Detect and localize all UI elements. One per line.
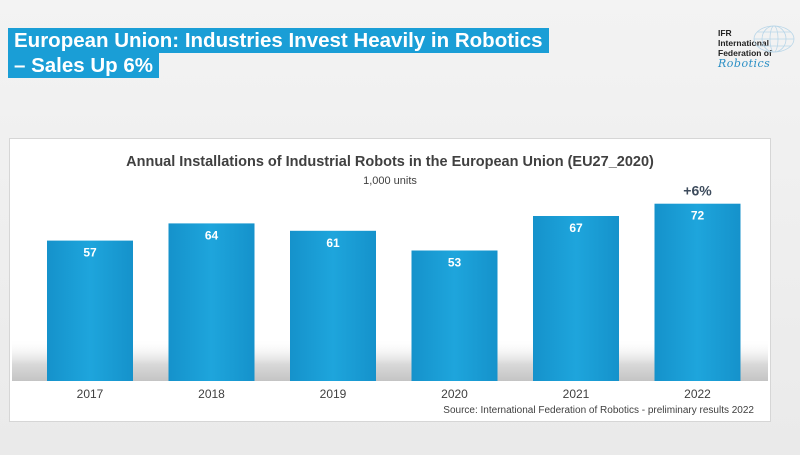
logo-line-federation: Federation of <box>718 48 772 58</box>
slide-title: European Union: Industries Invest Heavil… <box>8 28 549 78</box>
bar-2021 <box>533 216 619 381</box>
chart-panel: Annual Installations of Industrial Robot… <box>9 138 771 422</box>
slide-title-line-2: – Sales Up 6% <box>8 53 160 78</box>
chart-floor <box>12 339 768 381</box>
logo-line-international: International <box>718 38 770 48</box>
growth-annotation: +6% <box>683 183 712 199</box>
bar-chart: Annual Installations of Industrial Robot… <box>12 154 768 416</box>
slide-title-line-1: European Union: Industries Invest Heavil… <box>8 28 549 53</box>
bar-value-label-2021: 67 <box>569 221 583 235</box>
logo-line-robotics: Robotics <box>718 57 771 70</box>
bar-2018 <box>168 223 255 381</box>
x-tick-label-2019: 2019 <box>320 387 347 401</box>
bar-2017 <box>47 240 133 381</box>
x-tick-label-2018: 2018 <box>198 387 225 401</box>
x-tick-label-2022: 2022 <box>684 387 711 401</box>
bars-layer: 57 2017 64 2018 61 2019 53 2020 67 2021 72 2022 +6% <box>47 183 741 401</box>
bar-value-label-2019: 61 <box>326 236 340 250</box>
bar-value-label-2017: 57 <box>83 246 97 260</box>
globe-icon <box>753 25 795 53</box>
bar-value-label-2018: 64 <box>205 228 219 242</box>
bar-2022 <box>654 203 741 381</box>
logo-line-ifr: IFR <box>718 28 732 38</box>
chart-subtitle: 1,000 units <box>363 175 417 187</box>
ifr-logo: IFR International Federation of Robotics <box>718 25 798 78</box>
x-tick-label-2021: 2021 <box>563 387 590 401</box>
chart-title: Annual Installations of Industrial Robot… <box>126 154 654 170</box>
x-tick-label-2020: 2020 <box>441 387 468 401</box>
bar-value-label-2020: 53 <box>448 256 462 270</box>
x-tick-label-2017: 2017 <box>77 387 104 401</box>
bar-2020 <box>411 250 498 381</box>
chart-source-note: Source: International Federation of Robo… <box>443 405 754 416</box>
bar-value-label-2022: 72 <box>691 209 705 223</box>
bar-2019 <box>290 230 376 381</box>
